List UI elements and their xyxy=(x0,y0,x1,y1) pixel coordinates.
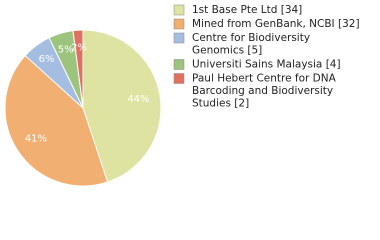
legend-label: Mined from GenBank, NCBI [32] xyxy=(192,18,360,30)
legend-swatch xyxy=(173,4,185,16)
legend-label: Paul Hebert Centre for DNA Barcoding and … xyxy=(192,73,337,110)
slice-label: 41% xyxy=(25,134,47,145)
legend-label: 1st Base Pte Ltd [34] xyxy=(192,4,302,16)
slice-label: 2% xyxy=(71,42,87,53)
slice-label: 44% xyxy=(127,94,149,105)
slice-label: 5% xyxy=(58,45,74,56)
legend-swatch xyxy=(173,32,185,44)
pie-slice xyxy=(82,29,162,183)
legend-swatch xyxy=(173,18,185,30)
legend-label: Universiti Sains Malaysia [4] xyxy=(192,59,341,71)
pie-slice xyxy=(72,29,84,109)
legend-swatch xyxy=(173,59,185,70)
pie-slice xyxy=(4,54,109,187)
slice-label: 6% xyxy=(39,54,55,65)
legend-label: Centre for Biodiversity Genomics [5] xyxy=(192,32,310,57)
legend-swatch xyxy=(173,73,185,84)
